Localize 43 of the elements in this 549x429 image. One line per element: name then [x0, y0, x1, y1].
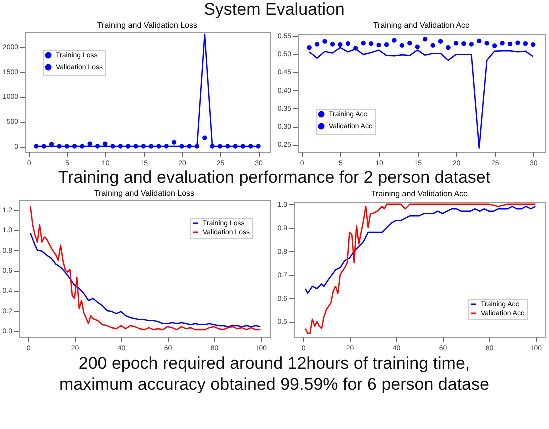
- point: [515, 40, 520, 46]
- text: 200 epoch required around 12hours of training time,: [78, 353, 472, 374]
- chart-title: Training and Validation Acc: [370, 189, 468, 198]
- point: [500, 41, 504, 46]
- point: [368, 41, 374, 46]
- point: [345, 41, 350, 46]
- point: [384, 42, 389, 48]
- line-series: [30, 205, 262, 331]
- chart-title: Training and Validation Acc: [372, 20, 470, 30]
- point: [338, 42, 342, 48]
- text: System Evaluation: [203, 0, 346, 20]
- point: [468, 42, 474, 47]
- line-series: [304, 206, 536, 294]
- point: [322, 39, 327, 44]
- point: [430, 43, 435, 48]
- point: [484, 41, 489, 46]
- point: [461, 41, 466, 46]
- point: [306, 45, 312, 50]
- point: [103, 142, 108, 146]
- point: [202, 136, 208, 140]
- line-series: [304, 204, 536, 334]
- point: [314, 42, 320, 47]
- point: [453, 41, 458, 46]
- point: [376, 42, 381, 48]
- point: [172, 140, 177, 145]
- point: [392, 38, 396, 43]
- point: [399, 43, 404, 48]
- point: [407, 41, 412, 46]
- point: [88, 142, 92, 146]
- point: [476, 38, 482, 44]
- point: [414, 44, 420, 50]
- chart-title: Training and Validation Loss: [94, 189, 195, 198]
- point: [522, 41, 528, 46]
- text: maximum accuracy obtained 99.59% for 6 person datase: [58, 374, 490, 395]
- point: [360, 41, 366, 46]
- point: [530, 42, 536, 48]
- text: Training and evaluation performance for 2 person dataset: [57, 168, 492, 188]
- point: [438, 39, 443, 44]
- chart-title: Training and Validation Loss: [97, 21, 198, 30]
- point: [330, 42, 335, 47]
- point: [507, 42, 512, 47]
- point: [422, 37, 428, 42]
- point: [446, 45, 450, 50]
